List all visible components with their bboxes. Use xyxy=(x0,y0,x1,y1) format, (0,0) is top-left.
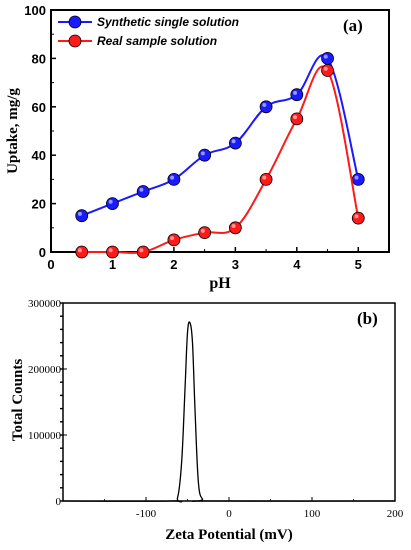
data-point xyxy=(228,221,242,235)
x-tick-label: 2 xyxy=(170,257,177,272)
y-tick-label: 200000 xyxy=(28,364,62,376)
series-line xyxy=(81,65,360,254)
x-tick-label: 1 xyxy=(109,257,116,272)
legend-entry-label: Synthetic single solution xyxy=(97,15,239,29)
x-tick-label: 0 xyxy=(47,257,54,272)
panel-label-b: (b) xyxy=(357,309,378,328)
legend-swatch-marker xyxy=(68,15,82,29)
data-point xyxy=(198,226,212,240)
data-point-highlight xyxy=(354,175,359,180)
data-point-highlight xyxy=(231,139,236,144)
data-point-highlight xyxy=(139,187,144,192)
data-point-highlight xyxy=(231,224,236,228)
data-point xyxy=(136,185,150,198)
y-tick-label: 300000 xyxy=(28,298,62,310)
y-tick-label: 0 xyxy=(56,496,62,508)
uptake-series-group xyxy=(75,52,365,259)
x-tick-label: 100 xyxy=(304,508,321,520)
data-point-highlight xyxy=(323,66,328,71)
legend-entry-label: Real sample solution xyxy=(97,34,217,48)
data-point-highlight xyxy=(108,248,113,253)
uptake-x-axis-title: pH xyxy=(209,275,231,292)
x-tick-label: 4 xyxy=(293,257,301,272)
data-point-highlight xyxy=(262,175,267,180)
data-point-highlight xyxy=(293,90,298,95)
uptake-y-axis-title: Uptake, mg/g xyxy=(5,88,21,174)
zeta-y-axis-title: Total Counts xyxy=(10,359,26,442)
data-point xyxy=(167,172,181,186)
y-tick-label: 100 xyxy=(24,3,46,18)
y-tick-label: 80 xyxy=(32,51,46,66)
series-line xyxy=(81,54,360,217)
data-point-highlight xyxy=(77,211,82,216)
data-point-highlight xyxy=(200,151,205,156)
uptake-axis-ticks: 0 1 2 3 4 5 0 20 40 60 80 100 xyxy=(24,3,362,272)
panel-label-a: (a) xyxy=(343,16,363,35)
y-tick-label: 100000 xyxy=(28,430,62,442)
data-point xyxy=(290,88,304,102)
data-point-highlight xyxy=(354,214,359,219)
data-point xyxy=(75,209,89,223)
zeta-series-group xyxy=(62,321,396,503)
data-point-highlight xyxy=(170,236,175,241)
data-point-highlight xyxy=(262,103,267,107)
data-point-highlight xyxy=(293,115,298,120)
x-tick-label: 0 xyxy=(226,508,232,520)
x-tick-label: -100 xyxy=(136,508,157,520)
zeta-distribution-line xyxy=(62,321,396,503)
x-tick-label: 5 xyxy=(355,257,362,272)
data-point-highlight xyxy=(170,175,175,180)
x-tick-label: 3 xyxy=(232,257,239,272)
data-point xyxy=(228,136,242,150)
data-point xyxy=(106,197,119,211)
data-point xyxy=(259,100,273,114)
zeta-x-axis-title: Zeta Potential (mV) xyxy=(165,527,292,543)
zeta-axis-ticks: -100 0 100 200 0 100000 200000 300000 xyxy=(28,298,404,520)
y-tick-label: 0 xyxy=(39,245,46,260)
data-point-highlight xyxy=(108,199,113,204)
data-point-highlight xyxy=(77,248,82,253)
data-point xyxy=(167,233,181,247)
data-point xyxy=(321,64,334,77)
data-point xyxy=(198,148,212,162)
data-point xyxy=(290,112,304,126)
data-point xyxy=(351,172,365,186)
data-point-highlight xyxy=(200,228,205,233)
data-point xyxy=(106,245,119,259)
y-tick-label: 60 xyxy=(32,100,46,115)
zeta-chart-panel: -100 0 100 200 0 100000 200000 300000 (b) Zeta … xyxy=(10,298,404,543)
uptake-legend: Synthetic single solution Real sample sol… xyxy=(58,15,239,48)
data-point xyxy=(351,211,365,225)
zeta-plot-frame xyxy=(62,302,396,502)
data-point-highlight xyxy=(323,54,328,59)
data-point xyxy=(75,245,89,259)
data-point xyxy=(321,52,334,65)
uptake-chart-panel: 0 1 2 3 4 5 0 20 40 60 80 100 (a) pH Uptake, mg/g S… xyxy=(5,3,390,292)
y-tick-label: 20 xyxy=(32,197,46,212)
data-point xyxy=(136,245,150,259)
data-point-highlight xyxy=(139,248,144,253)
y-tick-label: 40 xyxy=(32,148,46,163)
data-point xyxy=(259,172,273,186)
x-tick-label: 200 xyxy=(387,508,404,520)
legend-swatch-marker xyxy=(68,34,82,48)
